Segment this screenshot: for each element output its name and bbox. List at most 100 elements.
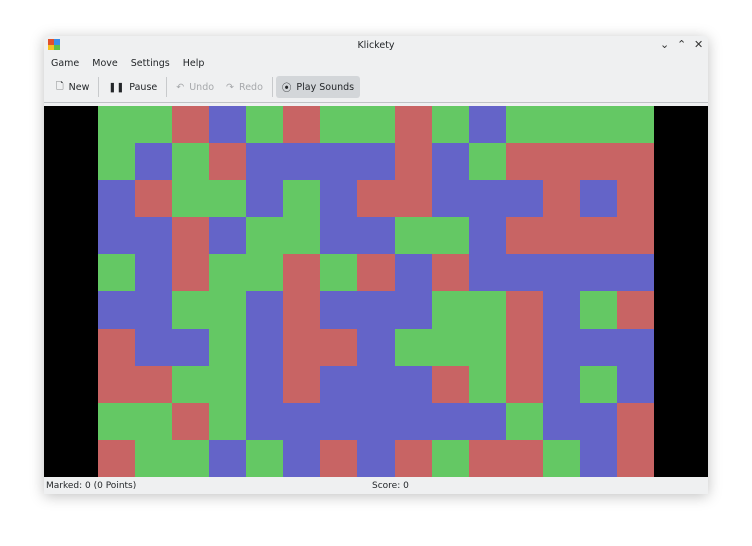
piece-green[interactable] <box>431 106 469 144</box>
piece-green[interactable] <box>579 106 617 144</box>
menu-game[interactable]: Game <box>51 57 80 69</box>
piece-green[interactable] <box>431 328 469 366</box>
maximize-icon[interactable]: ⌃ <box>677 38 687 51</box>
piece-red[interactable] <box>505 328 543 366</box>
piece-blue[interactable] <box>209 439 247 477</box>
piece-green[interactable] <box>431 291 469 329</box>
undo-button[interactable]: ↶ Undo <box>170 78 220 97</box>
piece-blue[interactable] <box>320 180 358 218</box>
piece-blue[interactable] <box>357 328 395 366</box>
piece-blue[interactable] <box>357 365 395 403</box>
piece-blue[interactable] <box>616 365 654 403</box>
piece-blue[interactable] <box>135 143 173 181</box>
piece-red[interactable] <box>468 439 506 477</box>
piece-red[interactable] <box>283 106 321 144</box>
piece-blue[interactable] <box>468 217 506 255</box>
piece-green[interactable] <box>135 439 173 477</box>
piece-blue[interactable] <box>135 217 173 255</box>
play-sounds-toggle[interactable]: ⦿ Play Sounds <box>275 76 361 98</box>
piece-blue[interactable] <box>542 291 580 329</box>
piece-green[interactable] <box>172 439 210 477</box>
piece-red[interactable] <box>431 365 469 403</box>
piece-green[interactable] <box>209 402 247 440</box>
piece-red[interactable] <box>394 143 432 181</box>
piece-red[interactable] <box>394 106 432 144</box>
piece-green[interactable] <box>209 291 247 329</box>
piece-blue[interactable] <box>283 402 321 440</box>
piece-blue[interactable] <box>246 180 284 218</box>
piece-green[interactable] <box>209 254 247 292</box>
piece-blue[interactable] <box>283 439 321 477</box>
piece-green[interactable] <box>616 106 654 144</box>
piece-red[interactable] <box>172 217 210 255</box>
piece-green[interactable] <box>320 106 358 144</box>
piece-blue[interactable] <box>320 291 358 329</box>
piece-green[interactable] <box>505 106 543 144</box>
piece-blue[interactable] <box>283 143 321 181</box>
piece-red[interactable] <box>394 180 432 218</box>
piece-red[interactable] <box>505 365 543 403</box>
piece-blue[interactable] <box>246 402 284 440</box>
piece-green[interactable] <box>579 291 617 329</box>
piece-blue[interactable] <box>357 143 395 181</box>
piece-blue[interactable] <box>579 402 617 440</box>
piece-blue[interactable] <box>542 328 580 366</box>
piece-green[interactable] <box>209 365 247 403</box>
piece-blue[interactable] <box>468 402 506 440</box>
piece-blue[interactable] <box>135 291 173 329</box>
piece-green[interactable] <box>172 143 210 181</box>
piece-blue[interactable] <box>616 254 654 292</box>
piece-red[interactable] <box>135 365 173 403</box>
piece-green[interactable] <box>394 328 432 366</box>
piece-blue[interactable] <box>98 180 136 218</box>
piece-blue[interactable] <box>320 365 358 403</box>
piece-red[interactable] <box>320 328 358 366</box>
piece-red[interactable] <box>135 180 173 218</box>
piece-blue[interactable] <box>468 106 506 144</box>
piece-blue[interactable] <box>246 291 284 329</box>
piece-blue[interactable] <box>320 402 358 440</box>
piece-blue[interactable] <box>172 328 210 366</box>
piece-blue[interactable] <box>135 328 173 366</box>
piece-green[interactable] <box>468 143 506 181</box>
piece-red[interactable] <box>616 291 654 329</box>
redo-button[interactable]: ↷ Redo <box>220 78 269 97</box>
piece-blue[interactable] <box>579 180 617 218</box>
piece-green[interactable] <box>172 180 210 218</box>
piece-red[interactable] <box>98 439 136 477</box>
piece-blue[interactable] <box>505 180 543 218</box>
piece-red[interactable] <box>431 254 469 292</box>
piece-blue[interactable] <box>542 402 580 440</box>
piece-blue[interactable] <box>357 439 395 477</box>
piece-blue[interactable] <box>394 254 432 292</box>
piece-red[interactable] <box>616 180 654 218</box>
piece-red[interactable] <box>98 328 136 366</box>
piece-blue[interactable] <box>579 439 617 477</box>
piece-green[interactable] <box>209 328 247 366</box>
piece-blue[interactable] <box>246 328 284 366</box>
piece-red[interactable] <box>542 217 580 255</box>
piece-blue[interactable] <box>579 328 617 366</box>
piece-green[interactable] <box>246 254 284 292</box>
piece-blue[interactable] <box>394 365 432 403</box>
piece-green[interactable] <box>431 439 469 477</box>
piece-red[interactable] <box>505 291 543 329</box>
piece-green[interactable] <box>320 254 358 292</box>
piece-red[interactable] <box>172 254 210 292</box>
piece-green[interactable] <box>468 365 506 403</box>
piece-green[interactable] <box>283 180 321 218</box>
piece-red[interactable] <box>505 217 543 255</box>
pause-button[interactable]: ❚❚ Pause <box>102 78 163 97</box>
piece-green[interactable] <box>246 106 284 144</box>
piece-green[interactable] <box>431 217 469 255</box>
piece-green[interactable] <box>209 180 247 218</box>
piece-red[interactable] <box>505 143 543 181</box>
piece-red[interactable] <box>579 143 617 181</box>
piece-green[interactable] <box>579 365 617 403</box>
minimize-icon[interactable]: ⌄ <box>660 38 670 51</box>
piece-blue[interactable] <box>135 254 173 292</box>
close-icon[interactable]: ✕ <box>694 38 704 51</box>
piece-blue[interactable] <box>357 402 395 440</box>
piece-green[interactable] <box>135 402 173 440</box>
piece-blue[interactable] <box>431 143 469 181</box>
